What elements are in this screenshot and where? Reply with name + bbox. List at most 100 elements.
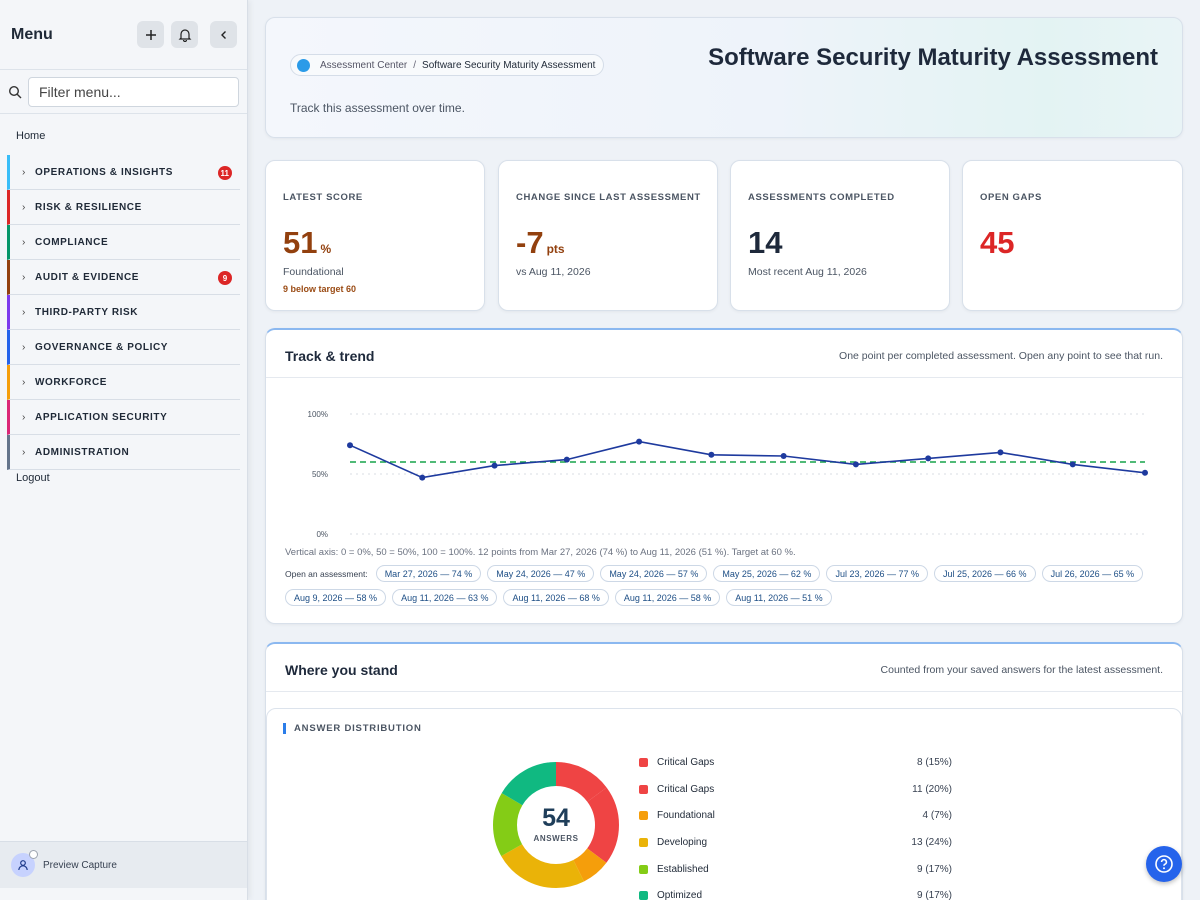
assessment-link[interactable]: May 25, 2026 — 62 % xyxy=(713,565,821,582)
user-name: Preview Capture xyxy=(43,859,117,871)
kpi-label: CHANGE SINCE LAST ASSESSMENT xyxy=(516,192,701,203)
donut-chart xyxy=(493,762,619,888)
data-point[interactable] xyxy=(780,453,787,459)
kpi-label: LATEST SCORE xyxy=(283,192,363,203)
section-note: One point per completed assessment. Open… xyxy=(839,350,1163,362)
kpi-value: 45 xyxy=(980,225,1014,261)
sidebar-item[interactable]: › GOVERNANCE & POLICY xyxy=(7,330,240,365)
donut-slice xyxy=(493,762,619,888)
sidebar-item-label: WORKFORCE xyxy=(35,376,108,388)
assessment-link[interactable]: May 24, 2026 — 47 % xyxy=(487,565,595,582)
assessment-links: Open an assessment: Mar 27, 2026 — 74 % M… xyxy=(285,565,1170,606)
data-point[interactable] xyxy=(1142,469,1148,476)
data-point[interactable] xyxy=(708,451,715,458)
user-profile[interactable]: Preview Capture xyxy=(0,841,247,888)
data-point[interactable] xyxy=(852,461,859,468)
axis-description: Vertical axis: 0 = 0%, 50 = 50%, 100 = 1… xyxy=(285,547,796,558)
sidebar-item[interactable]: › RISK & RESILIENCE xyxy=(7,190,240,225)
section-title: Where you stand xyxy=(285,662,398,678)
kpi-assessments-completed: ASSESSMENTS COMPLETED 14 Most recent Aug… xyxy=(730,160,950,311)
filter-menu-input[interactable] xyxy=(28,76,239,107)
data-point[interactable] xyxy=(997,449,1004,456)
sidebar-item[interactable]: › THIRD-PARTY RISK xyxy=(7,295,240,330)
sidebar-item-label: COMPLIANCE xyxy=(35,236,109,248)
legend-label: Optimized xyxy=(657,890,703,900)
donut-slice xyxy=(493,762,619,888)
donut-slice xyxy=(493,762,619,888)
assessment-link[interactable]: May 24, 2026 — 57 % xyxy=(600,565,708,582)
data-point[interactable] xyxy=(563,456,570,463)
sidebar-nav: › OPERATIONS & INSIGHTS 11 › RISK & RESILIEN… xyxy=(7,155,240,470)
sidebar-item[interactable]: › OPERATIONS & INSIGHTS 11 xyxy=(7,155,240,190)
sidebar-item-label: RISK & RESILIENCE xyxy=(35,201,142,213)
notifications-button[interactable] xyxy=(171,21,198,48)
assessment-link[interactable]: Jul 26, 2026 — 65 % xyxy=(1041,565,1144,582)
assessment-link[interactable]: Aug 9, 2026 — 58 % xyxy=(285,589,387,606)
data-point[interactable] xyxy=(1069,461,1076,468)
kpi-label: OPEN GAPS xyxy=(980,192,1042,203)
chevron-right-icon: › xyxy=(22,306,26,318)
legend-label: Foundational xyxy=(657,810,715,822)
kpi-sub: vs Aug 11, 2026 xyxy=(516,266,591,278)
logout-link[interactable]: Logout xyxy=(16,472,50,484)
data-point[interactable] xyxy=(419,474,426,481)
legend-item: Foundational 4 (7%) xyxy=(639,802,952,829)
sidebar-item[interactable]: › WORKFORCE xyxy=(7,365,240,400)
chevron-right-icon: › xyxy=(22,201,26,213)
sidebar-item-label: ADMINISTRATION xyxy=(35,446,130,458)
collapse-sidebar-button[interactable] xyxy=(210,21,237,48)
kpi-unit: % xyxy=(320,242,332,256)
add-button[interactable] xyxy=(137,21,164,48)
assessment-link[interactable]: Mar 27, 2026 — 74 % xyxy=(375,565,482,582)
legend-label: Established xyxy=(657,863,709,875)
kpi-label: ASSESSMENTS COMPLETED xyxy=(748,192,895,203)
assessment-links-label: Open an assessment: xyxy=(285,568,368,579)
legend-label: Developing xyxy=(657,836,708,848)
avatar xyxy=(11,850,38,877)
sidebar-item[interactable]: › ADMINISTRATION xyxy=(7,435,240,470)
track-trend-card: Track & trend One point per completed as… xyxy=(265,328,1183,624)
sidebar-item[interactable]: › COMPLIANCE xyxy=(7,225,240,260)
legend-value: 8 (15%) xyxy=(916,756,952,768)
kpi-unit: pts xyxy=(546,242,565,256)
assessment-link[interactable]: Jul 25, 2026 — 66 % xyxy=(934,565,1036,582)
assessment-link[interactable]: Aug 11, 2026 — 58 % xyxy=(614,589,721,606)
legend-item: Developing 13 (24%) xyxy=(639,829,952,856)
assessment-link[interactable]: Aug 11, 2026 — 68 % xyxy=(503,589,609,606)
help-icon xyxy=(1155,855,1173,873)
section-note: Counted from your saved answers for the … xyxy=(880,664,1163,676)
home-link[interactable]: Home xyxy=(16,130,46,142)
assessment-link[interactable]: Aug 11, 2026 — 63 % xyxy=(392,589,498,606)
assessment-link[interactable]: Jul 23, 2026 — 77 % xyxy=(826,565,928,582)
legend-label: Critical Gaps xyxy=(657,756,715,768)
sidebar-item[interactable]: › AUDIT & EVIDENCE 9 xyxy=(7,260,240,295)
sidebar-item-label: THIRD-PARTY RISK xyxy=(35,306,139,318)
legend-value: 11 (20%) xyxy=(912,783,952,795)
data-point[interactable] xyxy=(347,442,353,449)
breadcrumb-parent[interactable]: Assessment Center xyxy=(320,59,408,71)
section-title: Track & trend xyxy=(285,348,375,364)
y-tick-label: 0% xyxy=(316,530,328,539)
chevron-right-icon: › xyxy=(22,166,26,178)
legend-swatch xyxy=(639,864,648,874)
sidebar-item[interactable]: › APPLICATION SECURITY xyxy=(7,400,240,435)
kpi-sub: Most recent Aug 11, 2026 xyxy=(748,266,867,278)
answer-distribution-panel: ANSWER DISTRIBUTION 54 ANSWERS Critical … xyxy=(266,708,1182,900)
kpi-note: 9 below target 60 xyxy=(283,284,357,294)
legend-item: Optimized 9 (17%) xyxy=(639,882,952,900)
panel-title: ANSWER DISTRIBUTION xyxy=(283,723,422,734)
legend-value: 9 (17%) xyxy=(916,863,952,875)
breadcrumb-current: Software Security Maturity Assessment xyxy=(422,59,596,71)
kpi-value: -7 pts xyxy=(516,225,565,261)
data-point[interactable] xyxy=(636,438,643,445)
legend-swatch xyxy=(639,784,648,794)
kpi-value: 14 xyxy=(748,225,782,261)
legend-item: Critical Gaps 8 (15%) xyxy=(639,749,952,776)
data-point[interactable] xyxy=(491,462,498,469)
assessment-link[interactable]: Aug 11, 2026 — 51 % xyxy=(726,589,832,606)
data-point[interactable] xyxy=(925,455,932,462)
kpi-change: CHANGE SINCE LAST ASSESSMENT -7 pts vs Au… xyxy=(498,160,718,311)
breadcrumb-separator: / xyxy=(413,59,417,71)
kpi-value: 51% xyxy=(283,225,331,261)
help-button[interactable] xyxy=(1146,846,1182,882)
